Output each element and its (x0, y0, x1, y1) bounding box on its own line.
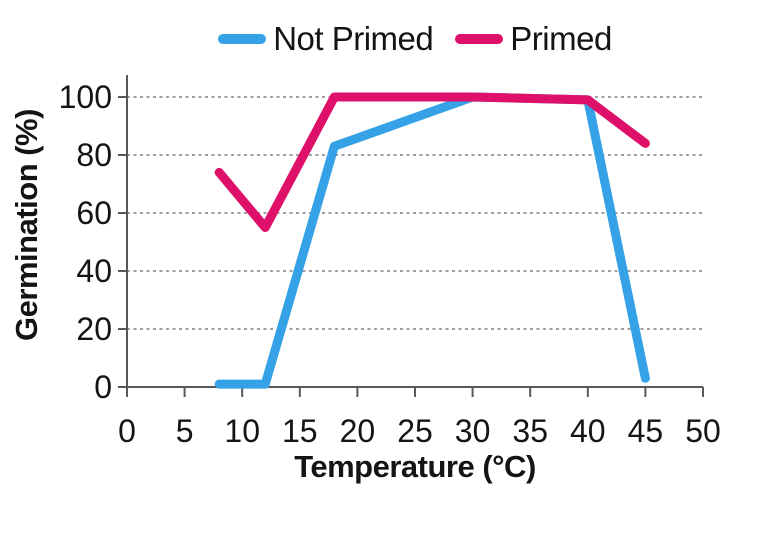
y-tick-label-80: 80 (76, 137, 112, 173)
y-tick-label-60: 60 (76, 195, 112, 231)
x-tick-label-50: 50 (685, 413, 721, 449)
x-tick-label-20: 20 (340, 413, 376, 449)
x-tick-label-15: 15 (282, 413, 318, 449)
y-tick-label-0: 0 (94, 369, 112, 405)
legend-label-not-primed: Not Primed (273, 20, 434, 57)
x-tick-label-10: 10 (224, 413, 260, 449)
x-tick-label-0: 0 (118, 413, 136, 449)
x-tick-label-5: 5 (176, 413, 194, 449)
legend-item-primed: Primed (455, 20, 612, 58)
x-tick-label-40: 40 (570, 413, 606, 449)
legend-line-marker-primed-icon (455, 34, 504, 44)
y-tick-label-100: 100 (59, 79, 112, 115)
x-tick-label-35: 35 (512, 413, 548, 449)
x-tick-label-30: 30 (455, 413, 491, 449)
legend-item-not-primed: Not Primed (218, 20, 434, 58)
series-line-primed (214, 92, 650, 232)
chart-legend: Not Primed Primed (127, 18, 703, 60)
y-tick-label-40: 40 (76, 253, 112, 289)
series-line-not-primed (214, 92, 650, 389)
legend-label-primed: Primed (510, 20, 612, 57)
x-tick-label-25: 25 (397, 413, 433, 449)
x-axis-title: Temperature (°C) (294, 449, 536, 484)
y-tick-label-20: 20 (76, 311, 112, 347)
legend-line-marker-not-primed-icon (218, 34, 267, 44)
x-tick-label-45: 45 (628, 413, 664, 449)
